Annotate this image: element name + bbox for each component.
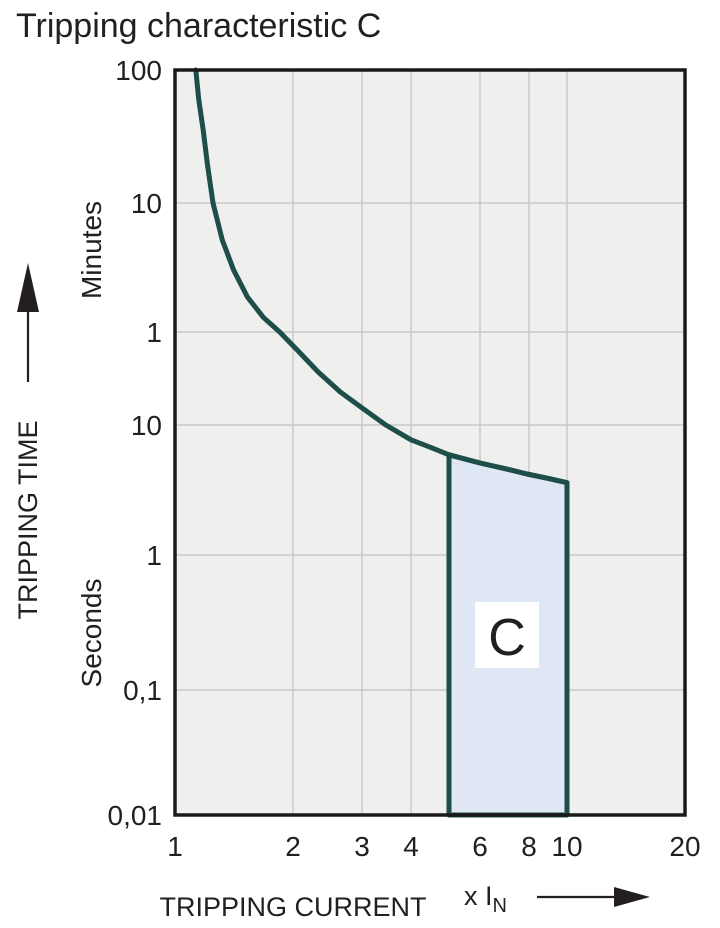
plot-border [173,68,687,817]
x-axis-unit-main: x I [464,881,493,911]
x-tick-label: 20 [669,831,700,862]
y-tick-label: 1 [146,540,162,571]
y-gridlines [175,202,685,691]
chart-title: Tripping characteristic C [16,7,381,45]
region-label: C [488,609,526,667]
y-tick-label: 0,01 [108,800,163,831]
right-arrow-icon [614,887,650,907]
region-label-box [475,602,539,668]
y-tick-label: 100 [115,55,162,86]
x-tick-label: 8 [521,831,537,862]
y-tick-label: 1 [146,317,162,348]
y-unit-seconds-label: Seconds [76,579,107,688]
x-tick-label: 3 [354,831,370,862]
plot-background [175,70,685,815]
y-axis-title: TRIPPING TIME [13,420,43,619]
x-axis-unit: x IN [464,881,507,917]
x-tick-label: 10 [551,831,582,862]
tripping-curve [193,67,570,486]
x-axis-arrow [537,887,650,907]
x-axis-tick-labels: 1 2 3 4 6 8 10 20 [167,831,700,862]
x-axis-unit-subscript: N [493,895,507,917]
x-gridlines [292,70,568,815]
up-arrow-icon [17,263,39,312]
y-tick-label: 10 [131,410,162,441]
x-tick-label: 1 [167,831,183,862]
y-axis-tick-labels: 100 10 1 10 1 0,1 0,01 [108,55,163,831]
y-tick-label: 0,1 [123,675,162,706]
y-tick-label: 10 [131,188,162,219]
y-axis-arrow [17,263,39,382]
y-unit-minutes-label: Minutes [76,201,107,299]
x-tick-label: 6 [472,831,488,862]
x-axis-title: TRIPPING CURRENT [159,892,426,922]
x-tick-label: 4 [403,831,419,862]
x-tick-label: 2 [285,831,301,862]
